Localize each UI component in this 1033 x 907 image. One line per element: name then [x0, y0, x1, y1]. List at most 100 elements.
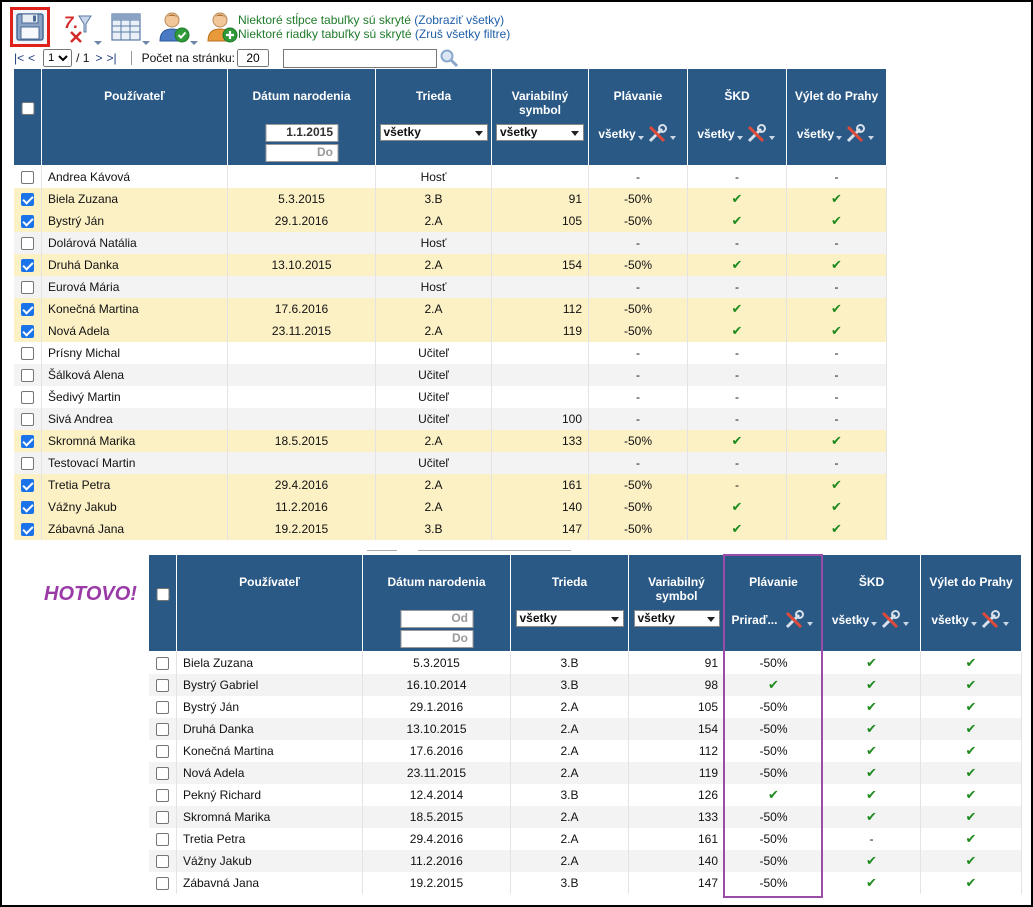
save-button[interactable]	[10, 7, 50, 47]
table-row[interactable]: Druhá Danka 13.10.2015 2.A 154 -50% ✔ ✔	[148, 717, 1022, 740]
header-class[interactable]: Trieda všetky	[510, 554, 629, 652]
row-checkbox-cell[interactable]	[13, 341, 42, 364]
row-checkbox-cell[interactable]	[13, 275, 42, 298]
search-input[interactable]	[283, 48, 437, 68]
row-checkbox-cell[interactable]	[13, 385, 42, 408]
header-trip[interactable]: Výlet do Prahy všetky	[920, 554, 1022, 652]
row-checkbox[interactable]	[155, 722, 169, 736]
header-var-symbol[interactable]: Variabilný symbol všetky	[491, 68, 589, 166]
row-checkbox[interactable]	[20, 478, 34, 492]
header-dob[interactable]: Dátum narodenia Od Do	[362, 554, 511, 652]
row-checkbox-cell[interactable]	[148, 783, 177, 806]
row-checkbox[interactable]	[155, 700, 169, 714]
select-all-checkbox[interactable]	[156, 588, 169, 601]
row-checkbox[interactable]	[155, 832, 169, 846]
row-checkbox-cell[interactable]	[148, 805, 177, 828]
table-row[interactable]: Zábavná Jana 19.2.2015 3.B 147 -50% ✔ ✔	[13, 517, 887, 540]
table-row[interactable]: Bystrý Gabriel 16.10.2014 3.B 98 ✔ ✔ ✔	[148, 673, 1022, 696]
first-page-link[interactable]: |<	[14, 51, 25, 65]
header-swim[interactable]: Plávanie všetky	[588, 68, 688, 166]
row-checkbox[interactable]	[20, 258, 34, 272]
table-row[interactable]: Bystrý Ján 29.1.2016 2.A 105 -50% ✔ ✔	[148, 695, 1022, 718]
table-row[interactable]: Eurová Mária Hosť - - -	[13, 275, 887, 298]
tools-icon[interactable]	[879, 609, 901, 631]
row-checkbox[interactable]	[155, 854, 169, 868]
columns-button[interactable]	[106, 7, 150, 47]
user-add-button[interactable]	[202, 7, 242, 47]
table-row[interactable]: Šálková Alena Učiteľ - - -	[13, 363, 887, 386]
dob-from-input[interactable]: 1.1.2015	[265, 124, 338, 142]
clear-filter-button[interactable]: 7.	[58, 7, 102, 47]
row-checkbox-cell[interactable]	[13, 473, 42, 496]
table-row[interactable]: Prísny Michal Učiteľ - - -	[13, 341, 887, 364]
row-checkbox[interactable]	[20, 434, 34, 448]
row-checkbox[interactable]	[20, 456, 34, 470]
row-checkbox[interactable]	[155, 788, 169, 802]
table-row[interactable]: Testovací Martin Učiteľ - - -	[13, 451, 887, 474]
row-checkbox[interactable]	[20, 500, 34, 514]
dob-from-input[interactable]: Od	[400, 610, 473, 628]
skd-filter[interactable]: všetky	[688, 123, 786, 145]
next-page-link[interactable]: >	[95, 51, 103, 65]
table-row[interactable]: Skromná Marika 18.5.2015 2.A 133 -50% ✔ ✔	[148, 805, 1022, 828]
row-checkbox-cell[interactable]	[13, 253, 42, 276]
row-checkbox-cell[interactable]	[148, 827, 177, 850]
header-skd[interactable]: ŠKD všetky	[822, 554, 921, 652]
tools-icon[interactable]	[979, 609, 1001, 631]
row-checkbox-cell[interactable]	[148, 739, 177, 762]
trip-filter[interactable]: všetky	[921, 609, 1021, 631]
class-filter-select[interactable]: všetky	[515, 610, 624, 627]
table-row[interactable]: Druhá Danka 13.10.2015 2.A 154 -50% ✔ ✔	[13, 253, 887, 276]
table-row[interactable]: Šedivý Martin Učiteľ - - -	[13, 385, 887, 408]
dob-to-input[interactable]: Do	[400, 630, 473, 648]
row-checkbox-cell[interactable]	[148, 871, 177, 894]
row-checkbox[interactable]	[20, 412, 34, 426]
header-skd[interactable]: ŠKD všetky	[687, 68, 787, 166]
row-checkbox[interactable]	[155, 766, 169, 780]
row-checkbox[interactable]	[155, 678, 169, 692]
row-checkbox-cell[interactable]	[13, 429, 42, 452]
header-user[interactable]: Používateľ	[41, 68, 228, 166]
table-row[interactable]: Vážny Jakub 11.2.2016 2.A 140 -50% ✔ ✔	[13, 495, 887, 518]
show-all-link[interactable]: (Zobraziť všetky)	[414, 13, 505, 27]
var-symbol-filter-select[interactable]: všetky	[496, 124, 584, 141]
skd-filter[interactable]: všetky	[823, 609, 920, 631]
table-row[interactable]: Tretia Petra 29.4.2016 2.A 161 -50% - ✔	[13, 473, 887, 496]
row-checkbox[interactable]	[20, 302, 34, 316]
table-row[interactable]: Dolárová Natália Hosť - - -	[13, 231, 887, 254]
row-checkbox-cell[interactable]	[148, 695, 177, 718]
row-checkbox[interactable]	[155, 656, 169, 670]
row-checkbox-cell[interactable]	[148, 717, 177, 740]
row-checkbox-cell[interactable]	[13, 363, 42, 386]
row-checkbox[interactable]	[155, 744, 169, 758]
row-checkbox[interactable]	[20, 236, 34, 250]
dob-to-input[interactable]: Do	[265, 144, 338, 162]
row-checkbox-cell[interactable]	[13, 231, 42, 254]
row-checkbox[interactable]	[20, 390, 34, 404]
row-checkbox[interactable]	[155, 876, 169, 890]
search-icon[interactable]	[439, 48, 459, 68]
row-checkbox-cell[interactable]	[13, 407, 42, 430]
page-select[interactable]: 1	[43, 49, 73, 67]
row-checkbox-cell[interactable]	[13, 297, 42, 320]
row-checkbox[interactable]	[20, 214, 34, 228]
row-checkbox[interactable]	[20, 280, 34, 294]
table-row[interactable]: Sivá Andrea Učiteľ 100 - - -	[13, 407, 887, 430]
tools-icon[interactable]	[783, 609, 805, 631]
table-row[interactable]: Vážny Jakub 11.2.2016 2.A 140 -50% ✔ ✔	[148, 849, 1022, 872]
table-row[interactable]: Konečná Martina 17.6.2016 2.A 112 -50% ✔ ✔	[13, 297, 887, 320]
trip-filter[interactable]: všetky	[787, 123, 886, 145]
row-checkbox[interactable]	[20, 368, 34, 382]
select-all-checkbox[interactable]	[21, 102, 34, 115]
table-row[interactable]: Nová Adela 23.11.2015 2.A 119 -50% ✔ ✔	[13, 319, 887, 342]
table-row[interactable]: Biela Zuzana 5.3.2015 3.B 91 -50% ✔ ✔	[13, 187, 887, 210]
row-checkbox-cell[interactable]	[13, 209, 42, 232]
user-approve-button[interactable]	[154, 7, 198, 47]
row-checkbox-cell[interactable]	[13, 517, 42, 540]
row-checkbox[interactable]	[20, 346, 34, 360]
header-trip[interactable]: Výlet do Prahy všetky	[786, 68, 887, 166]
row-checkbox[interactable]	[20, 192, 34, 206]
clear-filters-link[interactable]: (Zruš všetky filtre)	[414, 27, 511, 41]
last-page-link[interactable]: >|	[106, 51, 117, 65]
table-row[interactable]: Konečná Martina 17.6.2016 2.A 112 -50% ✔ ✔	[148, 739, 1022, 762]
